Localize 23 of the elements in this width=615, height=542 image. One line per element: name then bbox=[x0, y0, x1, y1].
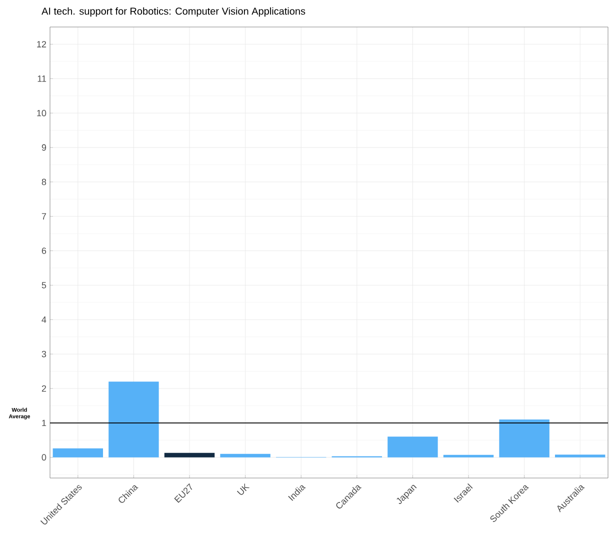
y-tick-label: 2 bbox=[42, 385, 46, 392]
y-tick-label: 4 bbox=[42, 316, 46, 323]
y-tick-label: 11 bbox=[38, 76, 46, 82]
y-tick-label: 1 bbox=[42, 420, 46, 426]
y-tick-label: 6 bbox=[42, 248, 46, 254]
bar bbox=[220, 454, 270, 458]
y-tick-label: 10 bbox=[37, 110, 46, 116]
y-tick-label: 5 bbox=[42, 282, 46, 288]
x-tick-label: UK bbox=[236, 483, 250, 495]
bar bbox=[388, 436, 438, 458]
bar bbox=[499, 419, 550, 458]
chart-title: AI tech. support for Robotics: Computer Vision Applications bbox=[42, 7, 306, 17]
bar bbox=[443, 454, 494, 458]
bar bbox=[554, 454, 606, 458]
y-tick-label: 9 bbox=[42, 144, 46, 151]
y-tick-label: 3 bbox=[42, 350, 46, 358]
y-tick-label: 0 bbox=[42, 454, 46, 461]
bar bbox=[52, 448, 104, 458]
bar bbox=[108, 382, 159, 458]
y-tick-label: 12 bbox=[37, 41, 46, 48]
bar bbox=[164, 452, 215, 458]
y-tick-label: 8 bbox=[42, 178, 46, 186]
y-tick-label: 7 bbox=[42, 213, 46, 220]
